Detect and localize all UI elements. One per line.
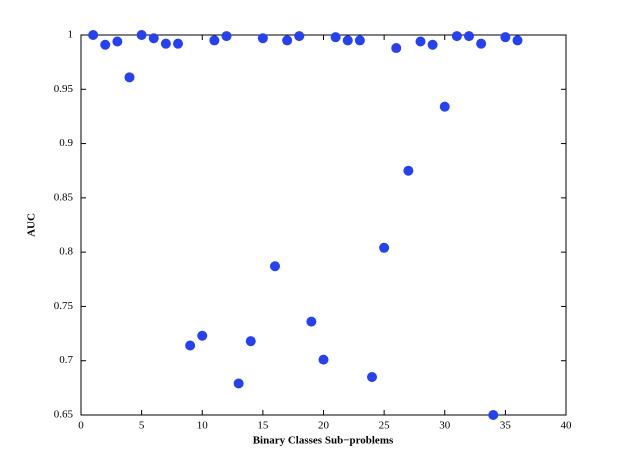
x-tick-label: 40 <box>561 420 573 432</box>
y-tick-label: 0.65 <box>54 409 74 421</box>
point <box>160 38 171 49</box>
point <box>185 340 196 351</box>
point <box>209 35 220 46</box>
point <box>257 33 268 44</box>
point <box>306 316 317 327</box>
point <box>270 261 280 272</box>
point <box>318 354 329 365</box>
y-tick-label: 0.9 <box>59 137 73 149</box>
y-tick-label: 0.7 <box>59 354 73 366</box>
x-tick-label: 5 <box>139 420 145 432</box>
point <box>100 39 111 50</box>
point <box>294 31 305 42</box>
x-tick-label: 10 <box>197 420 209 432</box>
point <box>197 330 208 341</box>
y-tick-label: 0.75 <box>54 300 74 312</box>
point <box>451 31 462 42</box>
x-tick-label: 25 <box>379 420 391 432</box>
point <box>88 30 99 40</box>
y-tick-label: 0.95 <box>54 83 74 95</box>
point <box>427 39 438 50</box>
x-tick-label: 15 <box>257 420 269 432</box>
point <box>439 101 450 112</box>
point <box>476 38 487 49</box>
y-tick-label: 0.8 <box>59 246 73 258</box>
x-tick-label: 30 <box>439 420 451 432</box>
x-tick-label: 20 <box>318 420 330 432</box>
point <box>367 372 377 382</box>
point <box>512 35 523 46</box>
y-tick-label: 1 <box>68 29 74 41</box>
point <box>354 35 365 46</box>
y-tick-label: 0.85 <box>54 191 74 203</box>
point <box>124 72 135 83</box>
point <box>148 33 159 44</box>
point <box>245 336 256 347</box>
point <box>330 32 341 43</box>
x-axis-label: Binary Classes Sub−problems <box>253 435 394 447</box>
x-tick-label: 0 <box>78 420 84 432</box>
point <box>379 242 390 253</box>
point <box>464 31 474 42</box>
y-axis-label: AUC <box>26 213 38 237</box>
point <box>415 36 426 47</box>
point <box>233 378 244 389</box>
point <box>500 32 511 43</box>
point <box>391 43 402 54</box>
point <box>136 30 147 40</box>
point <box>282 35 293 46</box>
point <box>403 165 414 176</box>
point <box>112 36 123 47</box>
point <box>488 410 499 420</box>
x-tick-label: 35 <box>500 420 512 432</box>
point <box>173 38 183 49</box>
point <box>342 35 353 46</box>
point <box>221 31 232 42</box>
